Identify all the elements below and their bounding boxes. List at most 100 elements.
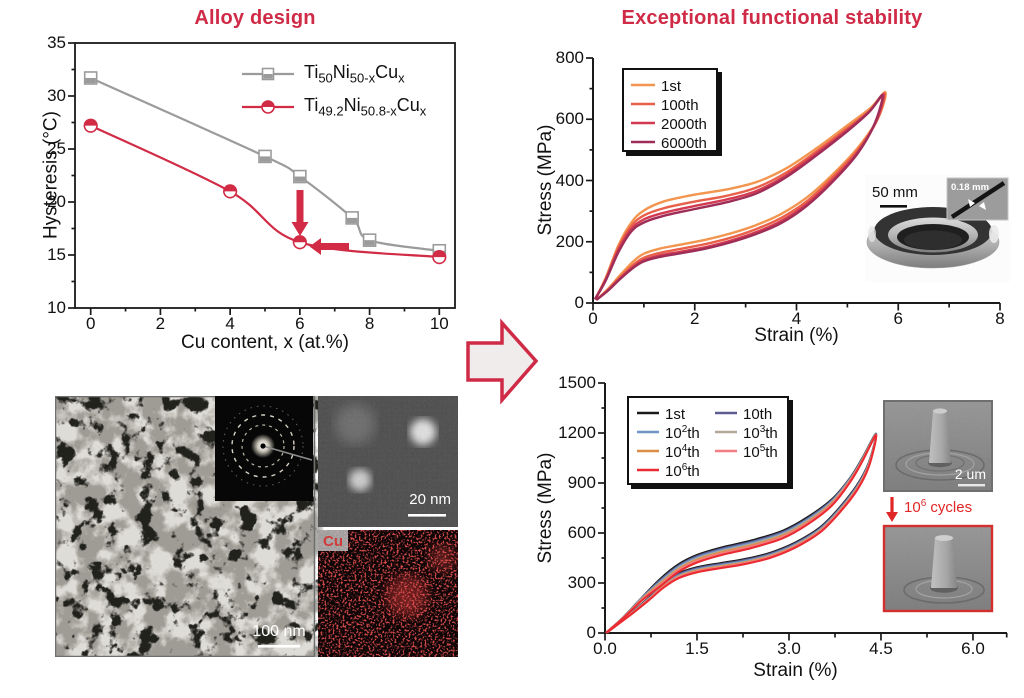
half-square-marker-icon <box>242 67 294 80</box>
x-tick-label: 0 <box>588 309 598 328</box>
legend-item: 104th <box>637 443 700 461</box>
y-tick-label: 400 <box>555 170 584 190</box>
legend-label: Ti49.2Ni50.8-xCux <box>304 94 427 119</box>
cu-label-badge <box>318 530 348 551</box>
half-circle-marker-fill <box>433 250 446 258</box>
y-tick-label: 0 <box>574 293 584 312</box>
arrow-left-annotation-icon <box>309 238 349 255</box>
y-tick-label: 800 <box>555 48 584 67</box>
y-tick-label: 600 <box>567 523 596 542</box>
legend-item: Ti50Ni50-xCux <box>240 57 426 90</box>
axis-ticks <box>586 57 1001 311</box>
x-tick-label: 2 <box>690 309 700 328</box>
x-tick-label: 2 <box>155 314 166 333</box>
legend-item: 106th <box>637 462 700 480</box>
panel-tem-micrographs: 100 nm 20 nm <box>54 395 458 658</box>
half-circle-marker-fill <box>223 185 237 192</box>
y-tick-label: 900 <box>567 473 596 492</box>
y-tick-label: 200 <box>555 231 584 251</box>
y-axis-label: Stress (MPa) <box>535 452 556 564</box>
axis-ticks <box>68 42 441 315</box>
sem-pillar-before-inset: 2 um <box>883 400 993 492</box>
half-square-marker-fill <box>346 217 358 224</box>
arrow-down-annotation-icon <box>291 190 309 236</box>
legend-item: 10th <box>715 406 773 423</box>
y-tick-label: 300 <box>567 573 596 592</box>
scale-bar <box>258 645 300 648</box>
block-arrow-right-icon <box>466 318 539 405</box>
legend-item: 102th <box>637 424 700 442</box>
cycles-arrow-down-icon <box>886 497 898 522</box>
half-circle-marker-fill <box>84 119 97 126</box>
cu-map-label: Cu <box>323 533 343 550</box>
x-tick-label: 0 <box>85 314 96 333</box>
x-tick-label: 6.0 <box>961 639 985 658</box>
y-tick-label: 10 <box>47 298 66 317</box>
half-circle-marker-fill <box>293 235 307 243</box>
diffraction-pattern-inset <box>215 396 313 501</box>
scale-bar <box>408 514 446 517</box>
scale-label-20nm: 20 nm <box>409 491 451 508</box>
panel-title-functional-stability: Exceptional functional stability <box>621 7 923 29</box>
x-tick-label: 4 <box>791 309 802 328</box>
y-tick-label: 25 <box>47 139 66 158</box>
y-tick-label: 20 <box>47 192 66 211</box>
pillar-stress-strain-chart: 2 um <box>598 382 1008 641</box>
legend: 1st 10th 102th 103th 104th 105th 106th <box>627 396 789 485</box>
x-tick-label: 6 <box>295 314 305 333</box>
x-tick-label: 4 <box>225 314 235 333</box>
legend: Ti50Ni50-xCux Ti49.2Ni50.8-xCux <box>240 57 426 123</box>
legend-item: 1st <box>631 78 682 95</box>
y-tick-label: 600 <box>555 109 584 129</box>
half-square-marker-fill <box>259 156 271 162</box>
x-tick-label: 8 <box>995 309 1005 328</box>
series-layer <box>83 71 447 265</box>
x-tick-label: 1.5 <box>685 639 709 658</box>
legend-item: 103th <box>715 424 778 442</box>
scale-label-2um: 2 um <box>955 466 986 482</box>
sem-pillar-after-inset <box>882 524 994 613</box>
cycle-loop-3 <box>594 94 884 301</box>
legend: 1st 100th 2000th 6000th <box>622 68 718 152</box>
cycle-loop-6 <box>605 434 878 634</box>
scale-label-50mm: 50 mm <box>872 184 918 201</box>
tem-composite-image: 100 nm 20 nm <box>54 395 458 658</box>
half-circle-marker-icon <box>242 99 294 114</box>
y-tick-label: 1200 <box>558 423 596 442</box>
dark-field-tem-image: 20 nm <box>318 396 458 527</box>
panel-title-alloy-design: Alloy design <box>194 7 316 29</box>
series-line-1 <box>90 124 440 259</box>
panel-alloy-design: Alloy design Hysteresis (°C) Cu content,… <box>30 5 480 365</box>
y-axis-label: Hysteresis (°C) <box>40 111 62 239</box>
x-tick-label: 4.5 <box>869 639 893 658</box>
half-square-marker-fill <box>364 240 375 246</box>
legend-item: Ti49.2Ni50.8-xCux <box>240 90 426 123</box>
wire-ring-photo-inset: 50 mm 0.18 mm <box>865 175 1010 282</box>
x-tick-label: 6 <box>893 309 903 328</box>
x-tick-label: 8 <box>364 314 375 333</box>
cu-eds-map-image: Cu <box>318 530 458 657</box>
x-tick-label: 10 <box>429 314 449 333</box>
bright-field-tem-image: 100 nm <box>54 395 316 658</box>
half-square-marker-fill <box>294 176 306 182</box>
wire-diameter-label: 0.18 mm <box>951 182 989 193</box>
y-tick-label: 15 <box>47 245 66 264</box>
x-tick-label: 0.0 <box>593 639 617 658</box>
axis-ticks <box>598 382 1008 641</box>
x-axis-label: Strain (%) <box>754 325 839 346</box>
y-tick-label: 35 <box>47 33 66 52</box>
panel-micropillar-cycles: 2 um Stress (MPa) Strain (%) 106 cycles <box>520 362 1024 698</box>
million-cycles-label: 106 cycles <box>904 498 973 516</box>
legend-item: 105th <box>715 443 778 461</box>
scale-bar <box>958 484 985 487</box>
scale-label-100nm: 100 nm <box>252 623 305 640</box>
series-layer <box>594 91 887 301</box>
hysteresis-chart <box>68 42 456 315</box>
y-tick-label: 0 <box>586 623 596 642</box>
legend-label: Ti50Ni50-xCux <box>304 61 405 86</box>
y-tick-label: 1500 <box>558 373 596 392</box>
legend-item: 1st <box>637 406 686 423</box>
wire-stress-strain-chart: 50 mm 0.18 mm <box>586 57 1010 311</box>
legend-item: 2000th <box>631 116 707 133</box>
y-tick-label: 30 <box>47 86 66 105</box>
